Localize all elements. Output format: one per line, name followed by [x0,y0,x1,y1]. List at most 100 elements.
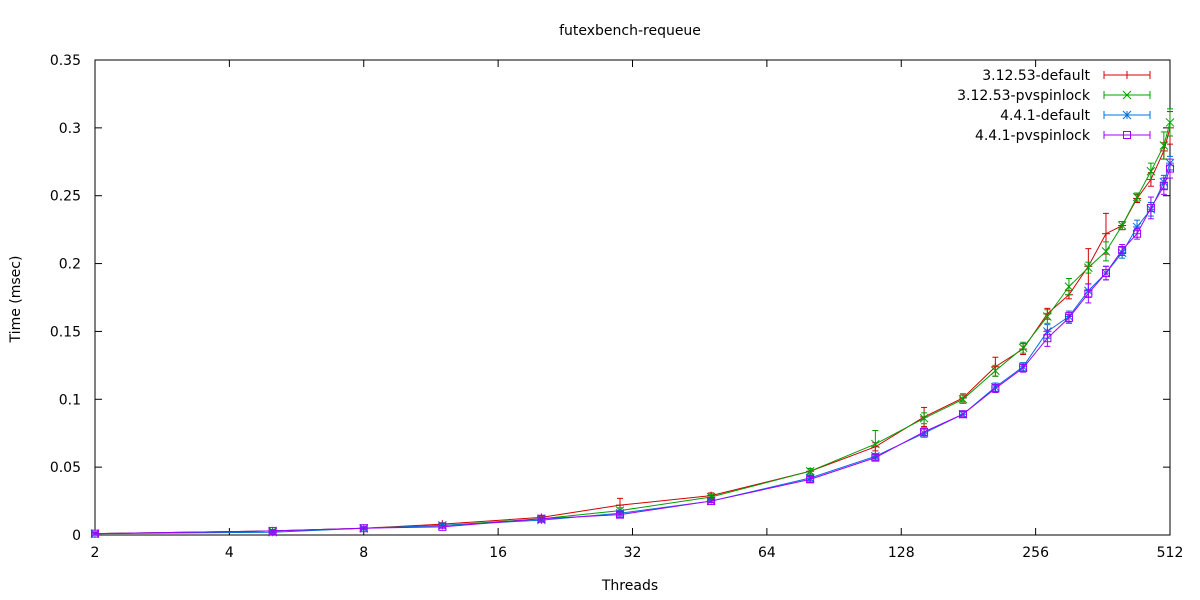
marker-stroke [1133,229,1142,238]
marker-stroke [1118,246,1127,254]
data-point [707,497,716,506]
marker-stroke [1122,110,1132,120]
y-tick-label: 0.3 [59,121,81,137]
data-point [1084,289,1093,298]
legend-label: 4.4.1-default [1000,108,1090,124]
marker-stroke [1159,182,1168,191]
data-point [1166,164,1174,173]
marker-stroke [991,384,1000,393]
data-point [1146,166,1156,176]
legend: 3.12.53-default 3.12.53-pvspinlock 4.4.1-d… [957,68,1151,144]
error-bar [1167,158,1173,179]
marker-stroke [1101,247,1111,256]
chart-title: futexbench-requeue [559,23,701,39]
data-point [1117,221,1127,230]
error-bar [538,516,545,521]
marker-stroke [1101,269,1110,278]
marker-stroke [871,439,880,449]
y-tick-label: 0.25 [50,189,81,205]
error-bar [1147,196,1154,220]
marker-stroke [1123,131,1131,139]
x-tick-label: 32 [624,545,642,561]
legend-entry: 3.12.53-pvspinlock [957,88,1151,104]
x-axis: 2 4 8 16 32 64 128 256 512 [91,60,1184,561]
data-point [920,427,929,436]
marker-stroke [806,475,815,484]
legend-label: 3.12.53-pvspinlock [957,88,1091,104]
marker-stroke [1018,343,1028,353]
x-tick-label: 2 [91,545,100,561]
data-point [1101,229,1110,238]
legend-entry: 4.4.1-pvspinlock [975,128,1151,144]
error-bar [1160,177,1167,195]
marker-stroke [1019,364,1028,373]
data-point [806,475,815,484]
y-tick-label: 0.05 [50,460,81,476]
legend-marker [1122,110,1132,120]
marker-stroke [920,427,929,436]
data-point [1132,222,1142,232]
marker-stroke [805,466,815,476]
marker-stroke [991,366,1000,376]
y-axis-label: Time (msec) [8,256,24,344]
error-bar [1044,329,1051,347]
marker-stroke [1132,192,1142,202]
marker-stroke [1159,141,1169,150]
data-point [1159,141,1169,150]
marker-stroke [1084,289,1093,298]
data-point [1083,263,1093,272]
marker-stroke [1146,166,1156,176]
data-point [991,384,1000,393]
data-point [1133,229,1142,238]
data-point [805,466,815,476]
data-point [871,453,880,462]
data-point [537,514,546,523]
error-bar [807,476,814,483]
x-tick-label: 64 [758,545,776,561]
data-point [1146,203,1155,212]
error-bar [921,427,928,437]
legend-label: 3.12.53-default [982,68,1090,84]
y-tick-label: 0 [72,528,81,544]
marker-stroke [1166,164,1174,173]
legend-marker [1123,131,1131,139]
marker-stroke [268,526,277,535]
data-point [1101,269,1110,278]
legend-entry: 3.12.53-default [982,68,1151,84]
series-line [94,122,1171,535]
data-point [1064,313,1073,322]
marker-stroke [359,524,368,533]
data-point [1101,247,1111,256]
marker-stroke [438,522,447,531]
legend-marker [1122,90,1132,100]
marker-stroke [91,529,99,538]
error-bar [360,526,367,531]
data-point [1118,246,1127,254]
error-bar [708,499,715,503]
data-point [1018,343,1028,353]
y-tick-label: 0.2 [59,257,81,273]
legend-label: 4.4.1-pvspinlock [975,128,1091,144]
series-layer [90,108,1175,538]
marker-stroke [537,514,546,523]
data-point [1064,282,1074,291]
data-point [958,394,968,404]
data-point [1132,192,1142,202]
marker-stroke [1146,203,1155,212]
data-point [871,439,880,449]
x-tick-label: 4 [225,545,234,561]
series-4.4.1-pvspinlock [91,158,1174,538]
x-axis-label: Threads [601,578,658,594]
marker-stroke [1064,282,1074,291]
marker-stroke [958,394,968,404]
error-bar [616,511,623,518]
data-point [615,510,624,519]
x-tick-label: 128 [888,545,915,561]
data-point [1043,312,1052,321]
x-tick-label: 512 [1157,545,1184,561]
data-point [1043,334,1052,343]
error-bar [992,383,999,393]
data-point [268,526,277,535]
data-point [91,529,99,538]
y-tick-label: 0.35 [50,53,81,69]
